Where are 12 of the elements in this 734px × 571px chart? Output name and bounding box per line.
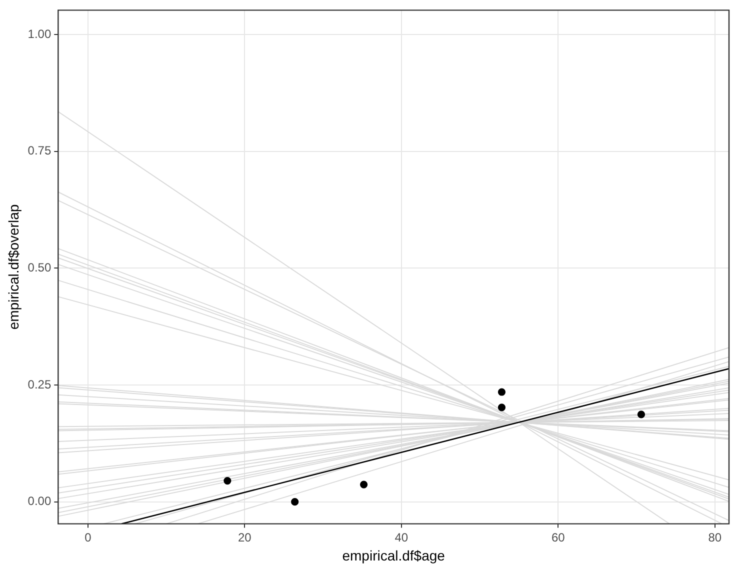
y-tick-label: 0.50	[28, 260, 52, 274]
y-tick-label: 0.75	[28, 144, 52, 158]
x-tick-label: 80	[708, 530, 722, 544]
y-tick-label: 0.25	[28, 377, 52, 392]
x-tick-label: 60	[551, 530, 566, 544]
y-axis-title: empirical.df$overlap	[5, 204, 22, 330]
x-tick-label: 0	[84, 530, 92, 544]
x-tick-label: 20	[238, 530, 252, 544]
x-axis-title: empirical.df$age	[342, 547, 446, 564]
y-tick-label: 0.00	[28, 494, 52, 508]
x-tick-label: 40	[394, 530, 408, 544]
y-tick-label: 1.00	[28, 26, 52, 41]
